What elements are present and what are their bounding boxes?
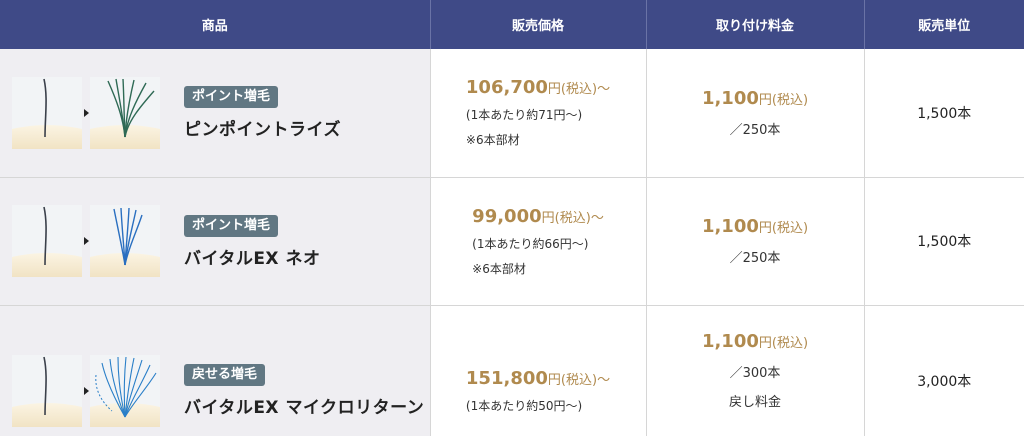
arrow-icon [83, 386, 89, 395]
price-value: 106,700円(税込)〜 [465, 77, 611, 99]
product-name: ピンポイントライズ [184, 120, 341, 141]
fee-per: ／300本 [729, 366, 781, 382]
hair-illustration [12, 354, 160, 427]
per-strand-price: (1本あたり約66円〜) [472, 236, 589, 251]
table-row: ポイント増毛 バイタルEX ネオ 99,000円(税込)〜 (1本あたり約66円… [0, 177, 1024, 306]
fee-value: 1,100円(税込) [701, 331, 809, 353]
before-hair-icon [12, 205, 82, 277]
table-row: ポイント増毛 ピンポイントライズ 106,700円(税込)〜 (1本あたり約71… [0, 49, 1024, 178]
hair-illustration [12, 76, 160, 149]
unit-cell: 1,500本 [864, 49, 1024, 178]
fee-cell: 1,100円(税込) ／250本 [646, 177, 865, 306]
fee-cell: 1,100円(税込) ／300本 戻し料金 [646, 305, 865, 436]
header-price: 販売価格 [430, 0, 647, 49]
product-cell: ポイント増毛 バイタルEX ネオ [0, 177, 431, 306]
per-strand-price: (1本あたり約71円〜) [465, 108, 583, 123]
category-badge: ポイント増毛 [184, 86, 279, 109]
sales-unit: 1,500本 [917, 105, 972, 122]
price-value: 151,800円(税込)〜 [465, 367, 611, 389]
hair-illustration [12, 205, 160, 277]
header-product: 商品 [0, 0, 431, 49]
product-cell: ポイント増毛 ピンポイントライズ [0, 49, 431, 178]
category-badge: 戻せる増毛 [184, 364, 266, 387]
sales-unit: 3,000本 [917, 373, 972, 390]
product-name: バイタルEX マイクロリターン [184, 398, 425, 419]
material-note: ※6本部材 [472, 261, 526, 276]
price-value: 99,000円(税込)〜 [472, 205, 604, 227]
after-hair-icon [90, 354, 160, 427]
fee-per: ／250本 [729, 251, 781, 266]
price-cell: 151,800円(税込)〜 (1本あたり約50円〜) [430, 305, 647, 436]
fee-value: 1,100円(税込) [701, 216, 809, 237]
category-badge: ポイント増毛 [184, 214, 279, 237]
product-name: バイタルEX ネオ [184, 248, 321, 269]
product-cell: 戻せる増毛 バイタルEX マイクロリターン [0, 305, 431, 436]
unit-cell: 1,500本 [864, 177, 1024, 306]
sales-unit: 1,500本 [917, 234, 972, 250]
header-unit: 販売単位 [864, 0, 1024, 49]
after-hair-icon [90, 76, 160, 149]
price-cell: 99,000円(税込)〜 (1本あたり約66円〜) ※6本部材 [430, 177, 647, 306]
arrow-icon [83, 237, 89, 245]
before-hair-icon [12, 354, 82, 427]
price-cell: 106,700円(税込)〜 (1本あたり約71円〜) ※6本部材 [430, 49, 647, 178]
fee-cell: 1,100円(税込) ／250本 [646, 49, 865, 178]
table-row: 戻せる増毛 バイタルEX マイクロリターン 151,800円(税込)〜 (1本あ… [0, 305, 1024, 436]
material-note: ※6本部材 [465, 133, 520, 148]
fee-per: ／250本 [729, 122, 781, 138]
before-hair-icon [12, 76, 82, 149]
header-fee: 取り付け料金 [646, 0, 865, 49]
fee-value: 1,100円(税込) [701, 87, 809, 109]
return-fee-label: 戻し料金 [728, 395, 781, 411]
unit-cell: 3,000本 [864, 305, 1024, 436]
per-strand-price: (1本あたり約50円〜) [465, 398, 583, 413]
after-hair-icon [90, 205, 160, 277]
arrow-icon [83, 108, 89, 117]
header-row: 商品 販売価格 取り付け料金 販売単位 [0, 0, 1024, 49]
